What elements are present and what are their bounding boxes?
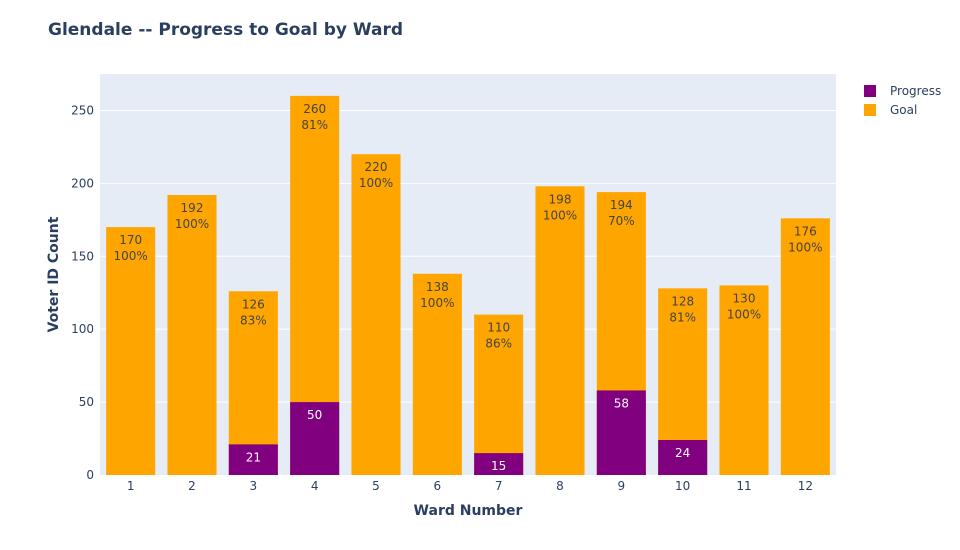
data-label-progress: 24 bbox=[675, 446, 690, 460]
data-label-goal: 81% bbox=[669, 310, 696, 324]
data-label-goal: 194 bbox=[610, 198, 633, 212]
data-label-goal: 86% bbox=[485, 337, 512, 351]
data-label-goal: 100% bbox=[175, 217, 209, 231]
data-label-progress: 50 bbox=[307, 408, 322, 422]
data-label-progress: 15 bbox=[491, 459, 506, 473]
chart-title: Glendale -- Progress to Goal by Ward bbox=[48, 20, 404, 40]
data-label-goal: 110 bbox=[487, 321, 510, 335]
data-label-goal: 100% bbox=[420, 296, 454, 310]
x-tick-label: 10 bbox=[675, 479, 690, 493]
data-label-goal: 100% bbox=[114, 249, 148, 263]
x-axis-title: Ward Number bbox=[414, 503, 523, 519]
bar-goal bbox=[167, 195, 217, 475]
bar-goal bbox=[351, 154, 401, 475]
x-tick-label: 11 bbox=[736, 479, 751, 493]
data-label-goal: 100% bbox=[727, 307, 761, 321]
y-tick-label: 200 bbox=[71, 176, 94, 190]
data-label-goal: 260 bbox=[303, 102, 326, 116]
x-tick-label: 9 bbox=[618, 479, 626, 493]
y-axis-title: Voter ID Count bbox=[46, 216, 62, 332]
legend-swatch-progress bbox=[864, 84, 876, 97]
x-tick-label: 1 bbox=[127, 479, 135, 493]
bar-goal bbox=[474, 314, 524, 475]
y-tick-label: 50 bbox=[79, 395, 94, 409]
data-label-progress: 58 bbox=[614, 396, 629, 410]
bar-goal bbox=[106, 227, 156, 475]
legend-label-goal: Goal bbox=[890, 102, 918, 117]
x-tick-label: 7 bbox=[495, 479, 503, 493]
data-label-goal: 100% bbox=[359, 176, 393, 190]
data-label-goal: 130 bbox=[733, 291, 756, 305]
plot-area bbox=[100, 74, 836, 475]
data-label-goal: 138 bbox=[426, 280, 449, 294]
bar-goal bbox=[412, 273, 462, 475]
x-tick-label: 4 bbox=[311, 479, 319, 493]
x-tick-label: 12 bbox=[798, 479, 813, 493]
data-label-goal: 126 bbox=[242, 297, 265, 311]
data-label-goal: 81% bbox=[301, 118, 328, 132]
bar-goal bbox=[780, 218, 830, 476]
data-label-goal: 170 bbox=[119, 233, 142, 247]
legend[interactable]: Progress Goal bbox=[864, 81, 941, 119]
bar-goal bbox=[719, 285, 769, 475]
bar-progress bbox=[658, 440, 708, 475]
y-tick-label: 0 bbox=[86, 468, 94, 482]
y-tick-label: 250 bbox=[71, 103, 94, 117]
legend-label-progress: Progress bbox=[890, 83, 942, 98]
data-label-goal: 128 bbox=[671, 294, 694, 308]
data-label-goal: 100% bbox=[788, 240, 822, 254]
legend-swatch-goal bbox=[864, 103, 876, 116]
bar-progress bbox=[290, 402, 340, 475]
data-label-progress: 21 bbox=[246, 450, 261, 464]
data-label-goal: 176 bbox=[794, 224, 817, 238]
bar-progress bbox=[596, 390, 646, 475]
x-tick-label: 8 bbox=[556, 479, 564, 493]
x-tick-label: 5 bbox=[372, 479, 380, 493]
bar-progress bbox=[228, 444, 278, 475]
x-tick-label: 6 bbox=[434, 479, 442, 493]
y-tick-label: 100 bbox=[71, 322, 94, 336]
y-tick-label: 150 bbox=[71, 249, 94, 263]
x-tick-label: 2 bbox=[188, 479, 196, 493]
data-label-goal: 100% bbox=[543, 208, 577, 222]
data-label-goal: 198 bbox=[549, 192, 572, 206]
data-label-goal: 70% bbox=[608, 214, 635, 228]
x-tick-label: 3 bbox=[250, 479, 258, 493]
bar-goal bbox=[535, 186, 585, 475]
legend-item-goal[interactable]: Goal bbox=[864, 100, 941, 119]
data-label-goal: 220 bbox=[365, 160, 388, 174]
data-label-goal: 192 bbox=[181, 201, 204, 215]
data-label-goal: 83% bbox=[240, 313, 267, 327]
legend-item-progress[interactable]: Progress bbox=[864, 81, 941, 100]
bar-progress bbox=[474, 453, 524, 475]
